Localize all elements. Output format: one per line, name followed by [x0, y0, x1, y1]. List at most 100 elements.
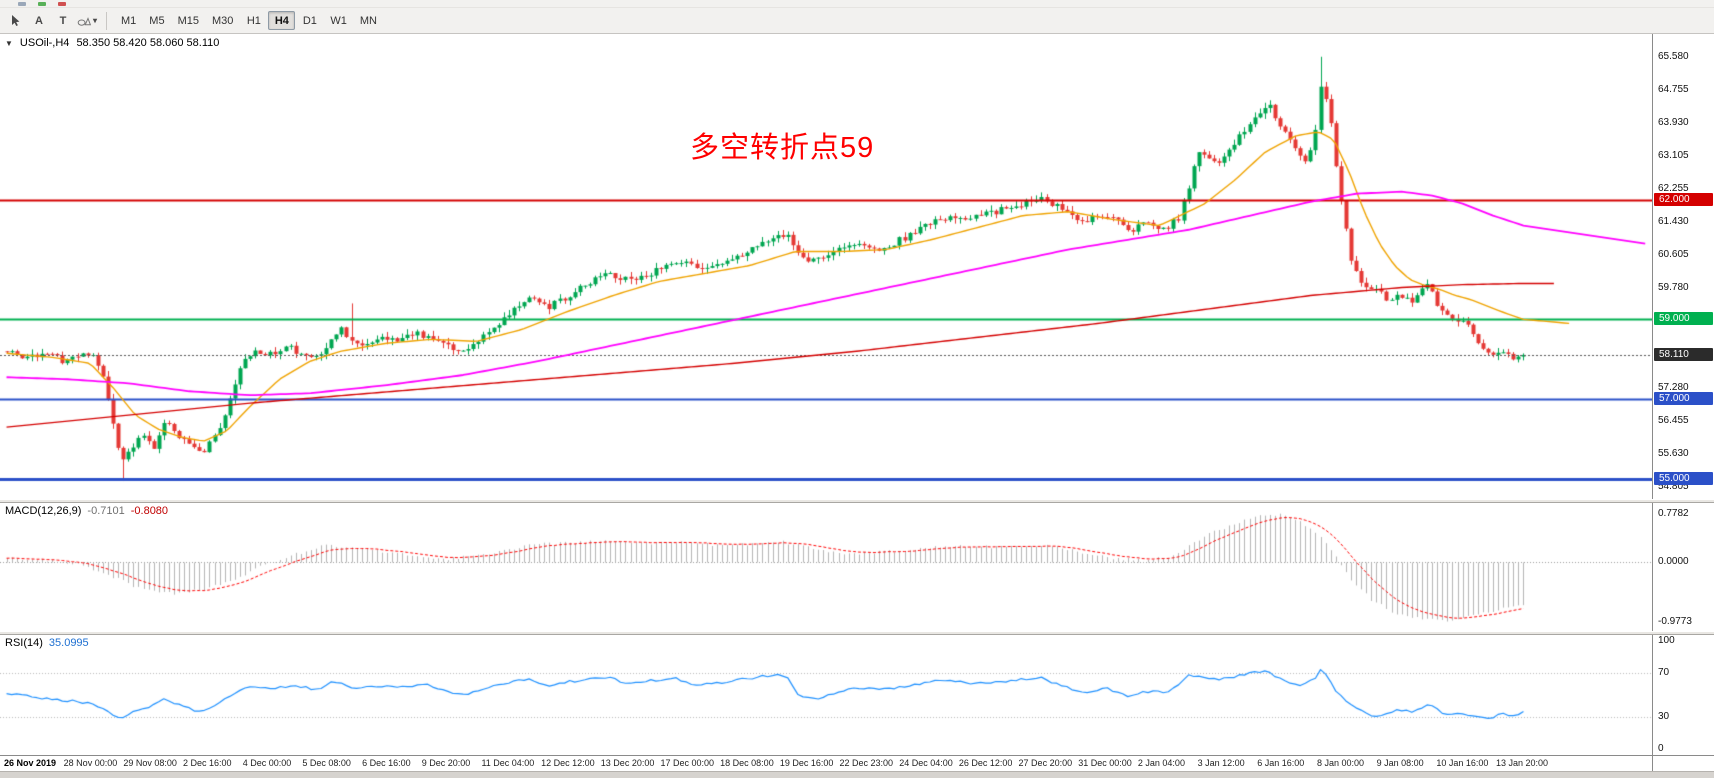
time-axis-label: 29 Nov 08:00 [123, 758, 177, 768]
timeframe-button-d1[interactable]: D1 [296, 11, 323, 30]
timeframe-button-m30[interactable]: M30 [206, 11, 239, 30]
price-panel: ▼ USOil-,H4 58.350 58.420 58.060 58.110 … [0, 34, 1714, 499]
time-axis-label: 26 Dec 12:00 [958, 758, 1013, 768]
price-tick-63.105: 63.105 [1658, 149, 1689, 161]
shapes-dropdown-button[interactable]: ▾ [76, 11, 98, 31]
timeframe-button-h4[interactable]: H4 [268, 11, 296, 30]
text-label-icon: A [35, 14, 43, 27]
rsi-tick-70: 70 [1658, 666, 1670, 678]
rsi-tick-30: 30 [1658, 711, 1670, 723]
collapse-panel-icon[interactable]: ▼ [5, 38, 13, 48]
rsi-label: RSI(14) [5, 637, 43, 649]
chart-annotation[interactable]: 多空转折点59 [690, 132, 875, 164]
level-badge-59.000: 59.000 [1654, 312, 1713, 326]
clipped-toolbar-row [0, 0, 1714, 8]
time-axis-label: 2 Dec 16:00 [183, 758, 232, 768]
rsi-plot[interactable]: RSI(14) 35.0995 [0, 635, 1652, 755]
cursor-tool-button[interactable] [4, 11, 26, 31]
charts-toolbar: A T ▾ M1 M5 M15 M30 H1 H4 D1 W1 MN [0, 8, 1714, 34]
current-price-badge: 58.110 [1654, 347, 1713, 361]
text-label-tool-button[interactable]: A [28, 11, 50, 31]
price-plot[interactable]: ▼ USOil-,H4 58.350 58.420 58.060 58.110 … [0, 34, 1652, 499]
rsi-canvas[interactable] [0, 635, 1652, 755]
macd-plot[interactable]: MACD(12,26,9) -0.7101 -0.8080 [0, 503, 1652, 631]
clipped-icon [58, 2, 66, 6]
time-axis-label: 10 Jan 16:00 [1436, 758, 1489, 768]
clipped-icon [18, 2, 26, 6]
price-tick-62.255: 62.255 [1658, 183, 1689, 195]
rsi-tick-0: 0 [1658, 743, 1664, 754]
chart-symbol-period: USOil-,H4 [19, 37, 70, 49]
rsi-tick-100: 100 [1658, 635, 1675, 646]
time-axis-label: 19 Dec 16:00 [779, 758, 834, 768]
time-axis-label: 12 Dec 12:00 [541, 758, 595, 768]
time-axis-label: 13 Dec 20:00 [600, 758, 655, 768]
time-axis-label: 4 Dec 00:00 [242, 758, 292, 768]
time-axis-label: 17 Dec 00:00 [660, 758, 715, 768]
price-tick-59.780: 59.780 [1658, 282, 1689, 294]
macd-tick-0.0000: 0.0000 [1658, 555, 1689, 567]
time-axis-label: 24 Dec 04:00 [899, 758, 953, 768]
price-tick-63.930: 63.930 [1658, 116, 1689, 128]
rsi-axis[interactable]: 100 70 30 0 [1652, 635, 1714, 755]
timeframe-button-h1[interactable]: H1 [240, 11, 267, 30]
level-badge-55.000: 55.000 [1654, 472, 1713, 486]
rsi-header: RSI(14) 35.0995 [5, 637, 89, 649]
price-tick-56.455: 56.455 [1658, 414, 1689, 426]
macd-canvas[interactable] [0, 503, 1652, 631]
time-axis-label: 3 Jan 12:00 [1197, 758, 1245, 768]
time-axis-label: 9 Dec 20:00 [421, 758, 471, 768]
macd-value-signal: -0.8080 [130, 505, 169, 517]
price-tick-64.755: 64.755 [1658, 83, 1689, 95]
time-axis-label: 13 Jan 20:00 [1496, 758, 1549, 768]
panel-splitter-rsi[interactable] [0, 631, 1714, 635]
cursor-icon [11, 15, 19, 26]
time-axis-label: 8 Jan 00:00 [1316, 758, 1364, 768]
time-axis[interactable]: 26 Nov 2019 28 Nov 00:00 29 Nov 08:00 2 Dec… [0, 755, 1714, 771]
window-bottom-edge [0, 771, 1714, 778]
timeframe-toolbar: M1 M5 M15 M30 H1 H4 D1 W1 MN [115, 11, 383, 30]
rsi-panel: RSI(14) 35.0995 100 70 30 0 [0, 635, 1714, 755]
macd-value-main: -0.7101 [87, 505, 125, 517]
clipped-icon [38, 2, 46, 6]
date-labels: 26 Nov 2019 28 Nov 00:00 29 Nov 08:00 2 Dec… [0, 756, 1652, 771]
price-axis[interactable]: 65.580 64.755 63.930 63.105 62.255 61.430 60.6… [1652, 34, 1714, 499]
rsi-value: 35.0995 [48, 637, 89, 649]
price-canvas[interactable] [0, 34, 1652, 499]
chart-ohlc-values: 58.350 58.420 58.060 58.110 [76, 37, 220, 49]
price-tick-60.605: 60.605 [1658, 249, 1689, 261]
timeframe-button-w1[interactable]: W1 [324, 11, 353, 30]
time-axis-label: 26 Nov 2019 [4, 758, 57, 768]
text-frame-tool-button[interactable]: T [52, 11, 74, 31]
timeframe-button-m15[interactable]: M15 [172, 11, 205, 30]
time-axis-label: 28 Nov 00:00 [63, 758, 118, 768]
macd-tick--0.9773: -0.9773 [1658, 616, 1692, 628]
macd-panel: MACD(12,26,9) -0.7101 -0.8080 0.7782 0.00… [0, 503, 1714, 631]
time-axis-label: 11 Dec 04:00 [481, 758, 535, 768]
axis-corner [1652, 756, 1714, 771]
level-badge-62.000: 62.000 [1654, 192, 1713, 206]
text-frame-icon: T [59, 14, 67, 27]
time-axis-label: 27 Dec 20:00 [1018, 758, 1073, 768]
time-axis-label: 22 Dec 23:00 [839, 758, 894, 768]
time-axis-label: 6 Dec 16:00 [362, 758, 411, 768]
timeframe-button-m1[interactable]: M1 [115, 11, 142, 30]
timeframe-button-mn[interactable]: MN [354, 11, 383, 30]
macd-tick-0.7782: 0.7782 [1658, 507, 1689, 519]
timeframe-button-m5[interactable]: M5 [143, 11, 170, 30]
time-axis-label: 2 Jan 04:00 [1137, 758, 1185, 768]
toolbar-separator [106, 11, 108, 30]
price-tick-54.805: 54.805 [1658, 480, 1689, 492]
chart-header: ▼ USOil-,H4 58.350 58.420 58.060 58.110 [5, 37, 219, 49]
price-tick-61.430: 61.430 [1658, 216, 1689, 228]
macd-label: MACD(12,26,9) [5, 505, 82, 517]
panel-splitter-macd[interactable] [0, 499, 1714, 503]
price-tick-57.280: 57.280 [1658, 382, 1689, 394]
macd-axis[interactable]: 0.7782 0.0000 -0.9773 [1652, 503, 1714, 631]
time-axis-label: 18 Dec 08:00 [720, 758, 774, 768]
caret-down-icon: ▾ [93, 16, 98, 25]
level-badge-57.000: 57.000 [1654, 392, 1713, 406]
time-axis-label: 9 Jan 08:00 [1376, 758, 1424, 768]
shapes-icon [77, 16, 91, 26]
